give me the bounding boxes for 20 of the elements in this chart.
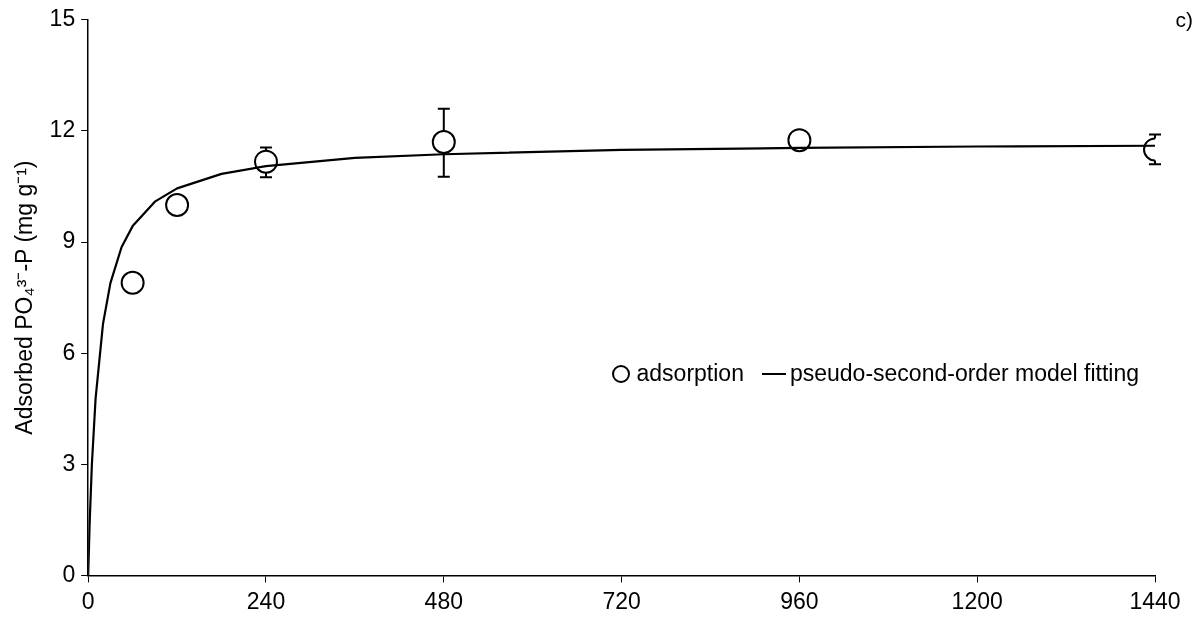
x-tick-label: 1440 [1129,587,1181,614]
x-tick-label: 720 [602,587,641,614]
x-tick-label: 0 [81,587,95,614]
legend-label: adsorption [636,360,744,387]
text: c) [1175,8,1193,32]
point [120,270,145,295]
x-tick-label: 480 [424,587,463,614]
y-tick-label: 3 [62,449,76,476]
y-tick-label: 6 [62,338,76,365]
point [165,193,190,217]
x-tick-label: 240 [246,587,286,614]
y-tick-label: 9 [62,227,76,254]
point [431,130,456,155]
x-tick-label: 1200 [951,587,1003,614]
y-tick-label: 0 [62,560,76,587]
y-tick-label: 12 [49,116,76,143]
x-tick-label: 960 [780,587,819,614]
y-tick-label: 15 [49,5,76,32]
y-axis-title: Adsorbed PO₄³⁻-P (mg g⁻¹) [11,160,38,435]
legend-label: pseudo-second-order model fitting [789,360,1139,387]
